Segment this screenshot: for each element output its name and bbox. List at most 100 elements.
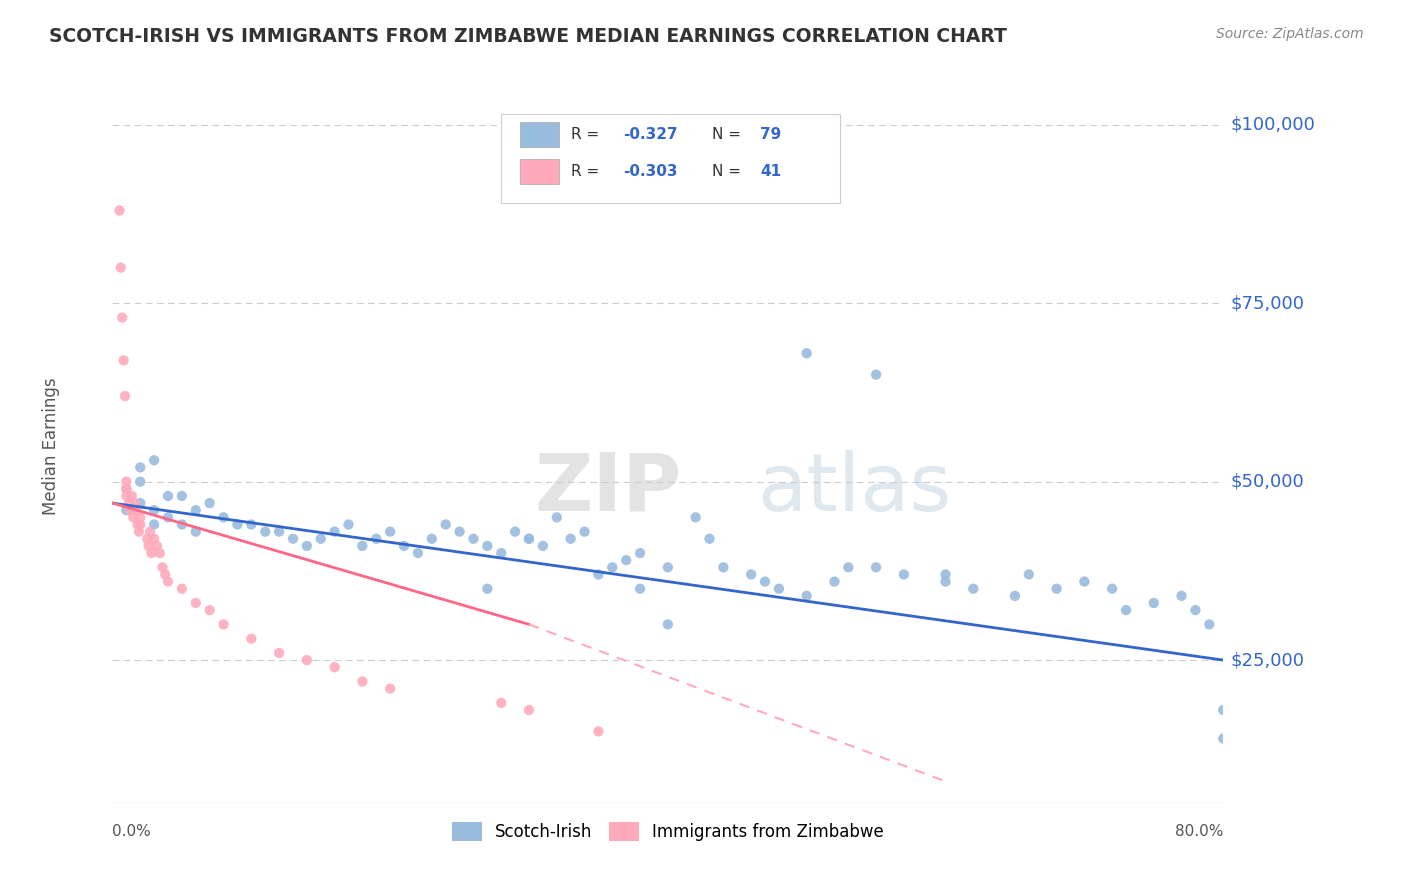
Point — [184, 596, 207, 610]
Point — [1212, 703, 1234, 717]
Point — [323, 660, 346, 674]
Point — [129, 510, 152, 524]
Point — [125, 503, 148, 517]
Point — [337, 517, 360, 532]
Bar — [520, 122, 560, 147]
Point — [962, 582, 984, 596]
Point — [865, 368, 887, 382]
Point — [198, 603, 221, 617]
Text: 80.0%: 80.0% — [1175, 824, 1223, 839]
Text: SCOTCH-IRISH VS IMMIGRANTS FROM ZIMBABWE MEDIAN EARNINGS CORRELATION CHART: SCOTCH-IRISH VS IMMIGRANTS FROM ZIMBABWE… — [49, 27, 1007, 45]
Point — [226, 517, 249, 532]
Point — [1115, 603, 1137, 617]
Point — [657, 617, 679, 632]
Point — [865, 560, 887, 574]
Text: ZIP: ZIP — [534, 450, 682, 528]
Point — [124, 496, 146, 510]
Point — [281, 532, 304, 546]
Legend: Scotch-Irish, Immigrants from Zimbabwe: Scotch-Irish, Immigrants from Zimbabwe — [444, 815, 891, 848]
Point — [170, 517, 193, 532]
Point — [152, 560, 174, 574]
Point — [1018, 567, 1040, 582]
Point — [111, 310, 134, 325]
Point — [1045, 582, 1069, 596]
Point — [120, 503, 142, 517]
Point — [491, 696, 513, 710]
Point — [602, 560, 624, 574]
Point — [139, 524, 162, 539]
Point — [267, 646, 291, 660]
Point — [657, 560, 679, 574]
Point — [212, 510, 235, 524]
Point — [628, 546, 651, 560]
Text: 0.0%: 0.0% — [112, 824, 152, 839]
Point — [588, 567, 610, 582]
Point — [713, 560, 735, 574]
Point — [309, 532, 332, 546]
Point — [114, 389, 136, 403]
Point — [157, 489, 180, 503]
Text: 79: 79 — [761, 128, 782, 143]
Point — [141, 546, 163, 560]
Text: $100,000: $100,000 — [1230, 116, 1315, 134]
Point — [127, 517, 149, 532]
Point — [491, 546, 513, 560]
Point — [434, 517, 457, 532]
Point — [740, 567, 762, 582]
Point — [366, 532, 388, 546]
Point — [503, 524, 526, 539]
Point — [115, 482, 138, 496]
Point — [184, 524, 207, 539]
Text: $25,000: $25,000 — [1230, 651, 1305, 669]
Text: N =: N = — [713, 128, 747, 143]
Point — [406, 546, 429, 560]
Point — [1198, 617, 1220, 632]
Point — [240, 632, 263, 646]
Point — [546, 510, 568, 524]
Point — [574, 524, 596, 539]
Text: $75,000: $75,000 — [1230, 294, 1305, 312]
Point — [143, 503, 166, 517]
Point — [254, 524, 277, 539]
Text: 41: 41 — [761, 164, 782, 179]
Text: -0.327: -0.327 — [623, 128, 678, 143]
Point — [628, 582, 651, 596]
Point — [143, 517, 166, 532]
Point — [146, 539, 169, 553]
Point — [420, 532, 443, 546]
Point — [699, 532, 721, 546]
Point — [138, 539, 160, 553]
Point — [824, 574, 846, 589]
Text: $50,000: $50,000 — [1230, 473, 1303, 491]
Point — [392, 539, 415, 553]
Bar — [520, 159, 560, 184]
Point — [837, 560, 859, 574]
Point — [143, 532, 166, 546]
Point — [115, 489, 138, 503]
Point — [115, 482, 138, 496]
Point — [129, 460, 152, 475]
Point — [893, 567, 915, 582]
Point — [240, 517, 263, 532]
Point — [685, 510, 707, 524]
Point — [1004, 589, 1026, 603]
Point — [449, 524, 471, 539]
Point — [170, 582, 193, 596]
Point — [463, 532, 485, 546]
Point — [143, 453, 166, 467]
Point — [934, 574, 956, 589]
Point — [110, 260, 132, 275]
Point — [129, 475, 152, 489]
Point — [295, 653, 318, 667]
Point — [129, 517, 152, 532]
Text: atlas: atlas — [756, 450, 950, 528]
Point — [118, 496, 141, 510]
Point — [754, 574, 776, 589]
Point — [157, 574, 180, 589]
Point — [1073, 574, 1095, 589]
Point — [517, 532, 540, 546]
Point — [184, 503, 207, 517]
Point — [477, 539, 499, 553]
Point — [129, 496, 152, 510]
Point — [1212, 731, 1234, 746]
